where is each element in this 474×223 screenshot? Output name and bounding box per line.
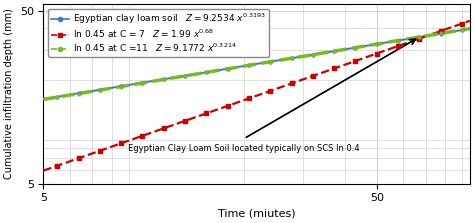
Point (54, 95, 61, 99)
Point (245, 63, 253, 67)
Point (224, 104, 231, 108)
Point (160, 78, 167, 81)
Point (309, 74, 317, 78)
Point (288, 56, 295, 60)
Point (437, 32, 445, 35)
Point (245, 64, 253, 67)
Point (394, 39, 402, 42)
Point (437, 29, 445, 33)
Point (416, 35, 423, 39)
Point (309, 53, 317, 56)
Point (96, 88, 104, 92)
Point (288, 82, 295, 85)
Point (202, 70, 210, 74)
Point (437, 32, 445, 35)
Point (75, 92, 82, 95)
Point (224, 67, 231, 70)
Point (330, 67, 338, 70)
Point (373, 52, 381, 55)
Point (266, 60, 274, 63)
Point (330, 49, 338, 53)
Point (139, 81, 146, 85)
Point (118, 85, 125, 88)
Point (160, 127, 167, 130)
Point (160, 77, 167, 81)
Point (139, 81, 146, 85)
Point (288, 56, 295, 60)
Point (118, 142, 125, 145)
X-axis label: Time (miutes): Time (miutes) (218, 209, 295, 219)
Point (202, 71, 210, 74)
Point (394, 44, 402, 48)
Point (416, 37, 423, 40)
Point (75, 91, 82, 95)
Point (181, 119, 189, 123)
Point (118, 85, 125, 88)
Point (352, 46, 359, 49)
Point (245, 97, 253, 100)
Point (54, 164, 61, 167)
Point (96, 88, 104, 91)
Point (416, 35, 423, 39)
Point (458, 28, 466, 32)
Point (394, 39, 402, 42)
Point (373, 42, 381, 46)
Legend: Egyptian clay loam soil   $Z = 9.2534\ x^{0.3193}$, In 0.45 at C = 7   $Z = 1.99: Egyptian clay loam soil $Z = 9.2534\ x^{… (48, 9, 269, 57)
Point (458, 22, 466, 25)
Point (96, 149, 104, 153)
Point (373, 42, 381, 46)
Text: Egyptian Clay Loam Soil located typically on SCS In 0.4: Egyptian Clay Loam Soil located typicall… (128, 144, 360, 153)
Point (75, 157, 82, 160)
Point (54, 95, 61, 99)
Point (330, 49, 338, 53)
Point (309, 53, 317, 56)
Point (266, 60, 274, 64)
Point (458, 28, 466, 32)
Y-axis label: Cumulative infiltration depth (mm): Cumulative infiltration depth (mm) (4, 8, 14, 179)
Point (181, 74, 189, 77)
Point (202, 112, 210, 115)
Point (181, 74, 189, 78)
Point (352, 46, 359, 50)
Point (266, 89, 274, 93)
Point (139, 134, 146, 138)
Point (224, 67, 231, 71)
Point (352, 59, 359, 63)
